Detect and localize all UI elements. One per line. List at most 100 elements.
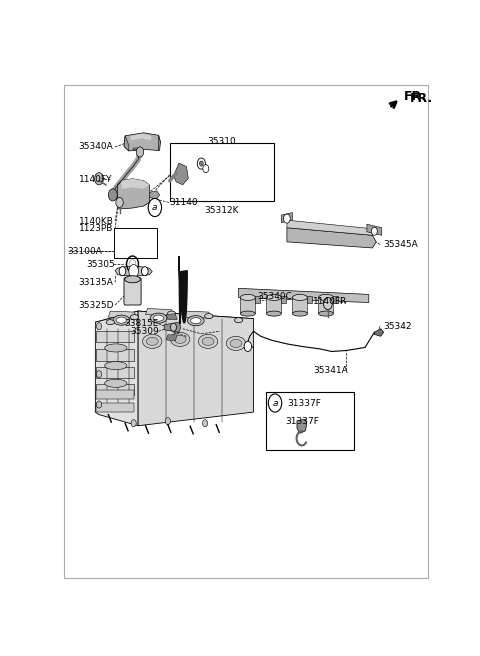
Polygon shape (173, 163, 188, 185)
Ellipse shape (116, 317, 127, 323)
Text: 33100A: 33100A (67, 247, 102, 256)
Ellipse shape (266, 311, 281, 316)
Ellipse shape (146, 337, 158, 346)
Bar (96, 384, 133, 396)
Polygon shape (292, 297, 307, 314)
Bar (96, 403, 133, 412)
Circle shape (131, 420, 136, 427)
Text: 33135A: 33135A (79, 277, 113, 287)
Bar (307, 297, 312, 304)
Ellipse shape (174, 335, 186, 343)
Polygon shape (166, 335, 177, 341)
Text: 35340A: 35340A (79, 142, 113, 152)
Text: 1123PB: 1123PB (79, 224, 113, 234)
Circle shape (203, 420, 208, 427)
Circle shape (95, 173, 104, 185)
Circle shape (96, 323, 102, 330)
Ellipse shape (154, 315, 164, 321)
Ellipse shape (198, 335, 218, 348)
Bar (96, 367, 133, 378)
Ellipse shape (226, 337, 246, 350)
FancyBboxPatch shape (124, 277, 141, 305)
Text: 35305: 35305 (86, 260, 115, 269)
Ellipse shape (105, 361, 127, 370)
Polygon shape (131, 134, 151, 140)
Polygon shape (319, 297, 334, 314)
Polygon shape (287, 220, 372, 236)
Ellipse shape (240, 311, 255, 316)
Circle shape (170, 323, 177, 331)
Ellipse shape (105, 379, 127, 387)
Polygon shape (118, 178, 150, 209)
Text: FR.: FR. (404, 90, 427, 103)
Bar (114, 228, 156, 258)
Text: 35345A: 35345A (384, 240, 419, 249)
Circle shape (119, 266, 126, 276)
Text: 1140FY: 1140FY (79, 175, 112, 184)
Ellipse shape (113, 315, 130, 325)
Polygon shape (124, 133, 160, 151)
Polygon shape (138, 311, 253, 426)
Polygon shape (96, 311, 138, 426)
Circle shape (129, 264, 139, 277)
Circle shape (284, 214, 290, 223)
Ellipse shape (234, 318, 243, 323)
Polygon shape (96, 311, 253, 330)
Text: 35325D: 35325D (79, 300, 114, 310)
Circle shape (200, 161, 203, 166)
Ellipse shape (240, 295, 255, 300)
Bar (266, 392, 354, 450)
Polygon shape (367, 224, 382, 236)
Polygon shape (158, 135, 160, 150)
Polygon shape (297, 419, 307, 434)
Ellipse shape (106, 319, 114, 325)
Ellipse shape (187, 316, 204, 326)
Text: 31337F: 31337F (287, 398, 321, 407)
Circle shape (268, 394, 282, 412)
Text: 31140: 31140 (170, 198, 198, 207)
Circle shape (244, 341, 252, 352)
Ellipse shape (125, 276, 140, 283)
Text: 1140KB: 1140KB (79, 216, 113, 226)
Circle shape (96, 371, 102, 378)
Text: 1140FR: 1140FR (313, 297, 347, 306)
Polygon shape (115, 266, 152, 276)
Text: a: a (152, 203, 157, 212)
Ellipse shape (204, 314, 213, 319)
Bar (281, 297, 286, 304)
Ellipse shape (170, 333, 190, 346)
Text: 33815E: 33815E (124, 319, 158, 328)
Ellipse shape (143, 335, 162, 348)
Ellipse shape (266, 295, 281, 300)
Circle shape (108, 189, 117, 201)
Circle shape (372, 227, 377, 236)
Ellipse shape (150, 313, 167, 323)
Circle shape (142, 266, 148, 276)
Polygon shape (239, 289, 369, 302)
Circle shape (116, 197, 123, 207)
Polygon shape (145, 308, 173, 316)
Polygon shape (374, 329, 384, 337)
Circle shape (148, 198, 162, 216)
Text: 35342: 35342 (384, 321, 412, 331)
Text: FR.: FR. (410, 92, 433, 106)
Circle shape (203, 165, 209, 173)
Bar (96, 350, 133, 361)
Text: 35341A: 35341A (313, 365, 348, 375)
Ellipse shape (168, 311, 176, 316)
Text: 35340C: 35340C (257, 293, 292, 301)
Text: a: a (272, 398, 278, 407)
Polygon shape (281, 213, 292, 222)
Ellipse shape (105, 344, 127, 352)
Polygon shape (108, 311, 136, 318)
Polygon shape (266, 297, 281, 314)
Circle shape (197, 158, 205, 169)
Text: 35310: 35310 (207, 137, 236, 146)
Polygon shape (164, 322, 181, 333)
Circle shape (324, 297, 332, 310)
Text: 35312K: 35312K (204, 205, 239, 215)
Ellipse shape (202, 337, 214, 346)
Bar (96, 331, 133, 342)
Polygon shape (149, 191, 160, 199)
Ellipse shape (292, 311, 307, 316)
